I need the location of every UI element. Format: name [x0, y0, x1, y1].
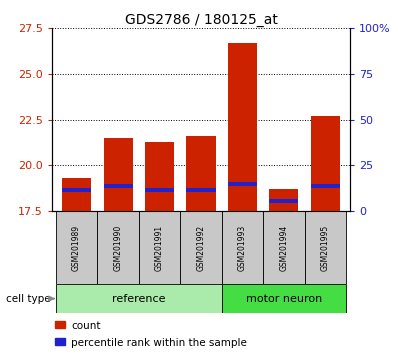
Bar: [145, 188, 174, 192]
Text: cell type: cell type: [6, 293, 51, 304]
Text: GSM201993: GSM201993: [238, 224, 247, 271]
Bar: [55, 338, 65, 345]
Bar: [263, 211, 304, 284]
Bar: [187, 136, 215, 211]
Bar: [103, 184, 133, 188]
Bar: [304, 211, 346, 284]
Bar: [311, 116, 340, 211]
Bar: [228, 182, 257, 187]
Bar: [269, 199, 298, 203]
Bar: [228, 43, 257, 211]
Text: GSM201992: GSM201992: [197, 225, 205, 271]
Text: GSM201991: GSM201991: [155, 225, 164, 271]
Bar: [98, 211, 139, 284]
Text: count: count: [71, 321, 101, 331]
Bar: [222, 211, 263, 284]
Bar: [56, 284, 222, 313]
Bar: [187, 188, 215, 192]
Bar: [145, 142, 174, 211]
Bar: [62, 178, 91, 211]
Bar: [139, 211, 180, 284]
Title: GDS2786 / 180125_at: GDS2786 / 180125_at: [125, 13, 277, 27]
Bar: [311, 184, 340, 188]
Text: motor neuron: motor neuron: [246, 293, 322, 304]
Bar: [180, 211, 222, 284]
Text: reference: reference: [112, 293, 166, 304]
Bar: [222, 284, 346, 313]
Text: GSM201990: GSM201990: [113, 224, 123, 271]
Text: GSM201995: GSM201995: [321, 224, 330, 271]
Text: GSM201994: GSM201994: [279, 224, 289, 271]
Text: percentile rank within the sample: percentile rank within the sample: [71, 338, 247, 348]
Bar: [103, 138, 133, 211]
Bar: [62, 188, 91, 192]
Bar: [269, 189, 298, 211]
Text: GSM201989: GSM201989: [72, 225, 81, 271]
Bar: [55, 321, 65, 328]
Bar: [56, 211, 98, 284]
